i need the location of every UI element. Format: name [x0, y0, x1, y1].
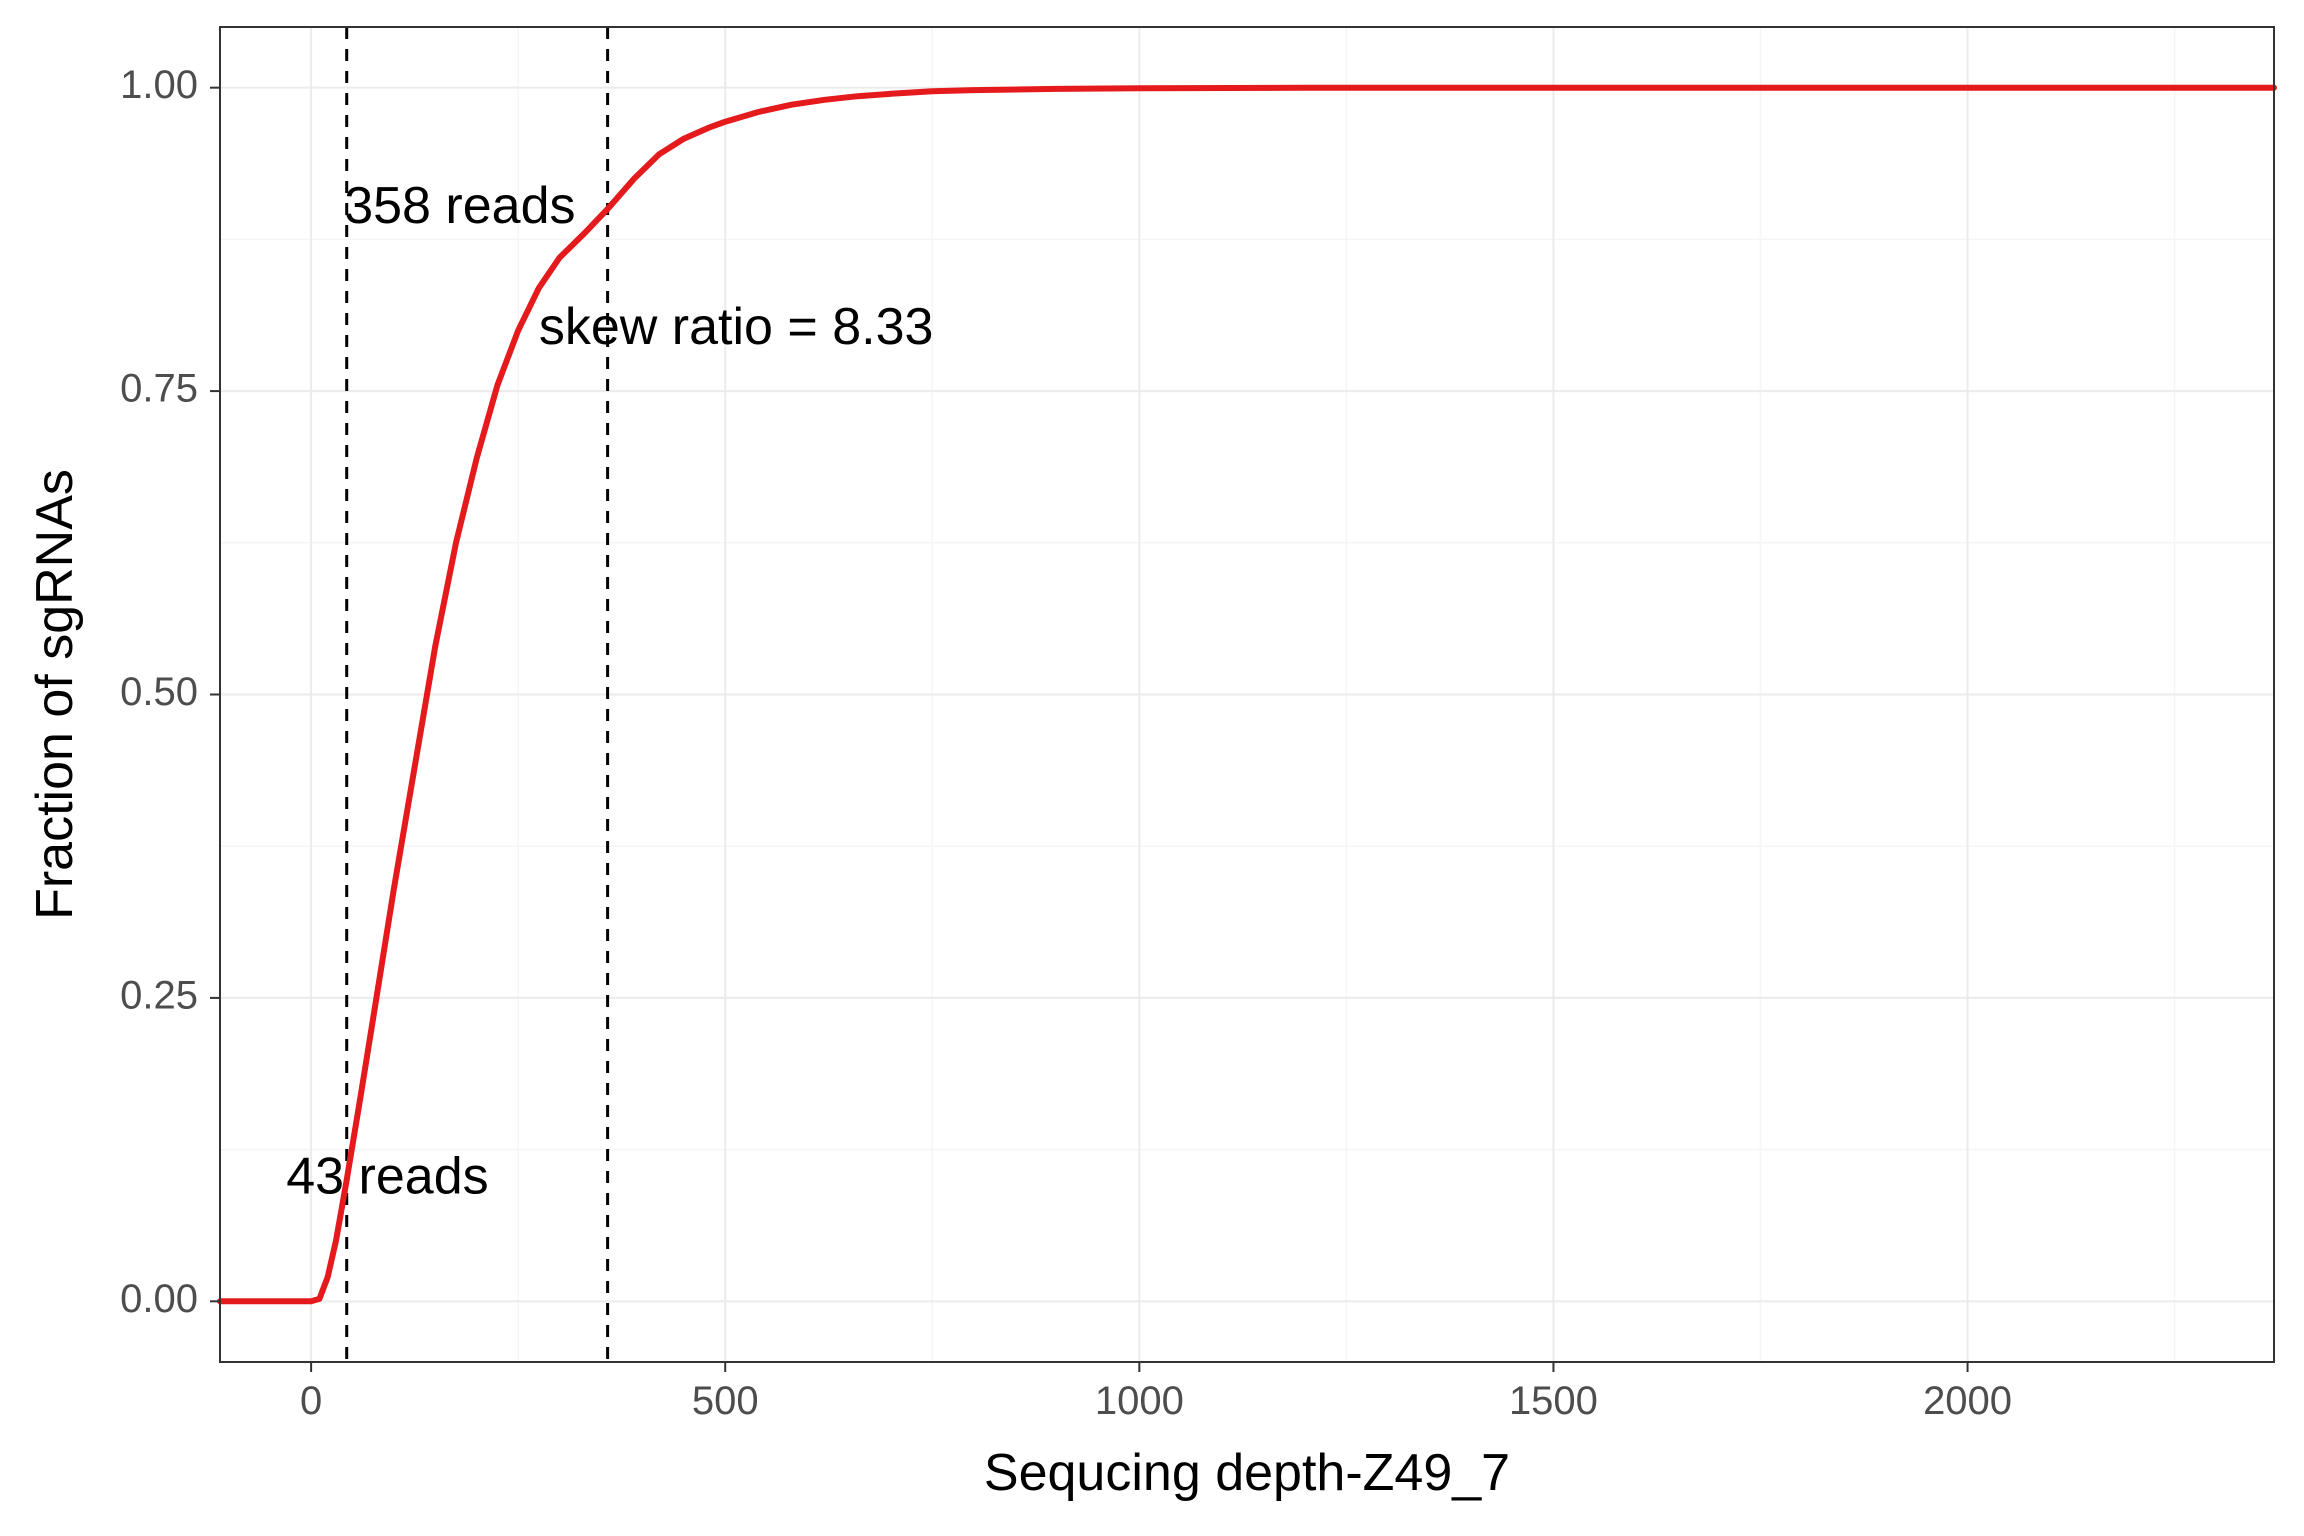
y-tick-label: 1.00 — [120, 63, 198, 107]
annotation-1: skew ratio = 8.33 — [539, 298, 934, 356]
y-tick-label: 0.75 — [120, 367, 198, 411]
cdf-line — [217, 84, 2277, 1305]
x-tick-label: 0 — [300, 1379, 322, 1423]
y-tick-label: 0.50 — [120, 670, 198, 714]
annotations: 358 reads skew ratio = 8.33 43 reads — [286, 177, 933, 1206]
x-tick-label: 1500 — [1509, 1379, 1598, 1423]
x-tick-label: 500 — [692, 1379, 759, 1423]
annotation-0: 358 reads — [344, 177, 575, 235]
reference-lines — [345, 27, 610, 1362]
x-axis: 0 500 1000 1500 2000 — [300, 1362, 2012, 1423]
y-tick-label: 0.25 — [120, 973, 198, 1017]
y-axis: 0.00 0.25 0.50 0.75 1.00 — [120, 63, 220, 1321]
x-tick-label: 1000 — [1095, 1379, 1184, 1423]
y-axis-title: Fraction of sgRNAs — [26, 469, 84, 920]
annotation-2: 43 reads — [286, 1148, 488, 1206]
x-tick-label: 2000 — [1923, 1379, 2012, 1423]
x-axis-title: Sequcing depth-Z49_7 — [984, 1444, 1510, 1502]
y-tick-label: 0.00 — [120, 1277, 198, 1321]
